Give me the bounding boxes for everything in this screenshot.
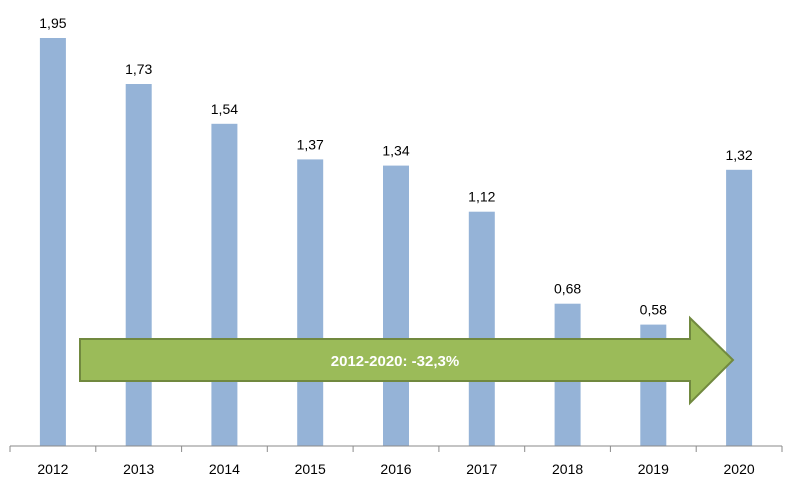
value-label-2020: 1,32: [725, 147, 752, 163]
bar-2016: [383, 165, 409, 446]
x-tick-label-2018: 2018: [552, 461, 583, 477]
value-label-2018: 0,68: [554, 281, 581, 297]
value-label-2014: 1,54: [211, 101, 238, 117]
x-tick-label-2015: 2015: [295, 461, 326, 477]
value-label-2012: 1,95: [39, 15, 66, 31]
x-axis-tick-labels-group: 2012 2013 2014 2015 2016 2017 2018 2019 2020: [37, 461, 755, 477]
bars-group: [39, 38, 753, 447]
value-label-2016: 1,34: [382, 143, 409, 159]
bar-2017: [468, 211, 495, 446]
trend-arrow: 2012-2020: -32,3%: [79, 315, 735, 406]
bar-2015: [297, 159, 324, 446]
x-tick-label-2017: 2017: [466, 461, 497, 477]
value-label-2019: 0,58: [640, 302, 667, 318]
bar-2014: [211, 123, 238, 447]
value-label-2013: 1,73: [125, 61, 152, 77]
bar-2013: [125, 84, 152, 446]
x-axis-ticks-group: [9, 446, 783, 452]
trend-arrow-label: 2012-2020: -32,3%: [331, 353, 459, 370]
value-label-2015: 1,37: [297, 136, 324, 152]
x-tick-label-2016: 2016: [380, 461, 411, 477]
x-tick-label-2019: 2019: [638, 461, 669, 477]
bar-2020: [726, 169, 753, 447]
x-tick-label-2013: 2013: [123, 461, 154, 477]
x-tick-label-2012: 2012: [37, 461, 68, 477]
value-label-2017: 1,12: [468, 189, 495, 205]
trend-arrow-shape: [79, 315, 735, 406]
value-labels-group: 1,95 1,73 1,54 1,37 1,34 1,12 0,68 0,58 1,32: [39, 15, 753, 318]
x-tick-label-2014: 2014: [209, 461, 240, 477]
x-tick-label-2020: 2020: [724, 461, 755, 477]
bar-2012: [39, 38, 66, 446]
